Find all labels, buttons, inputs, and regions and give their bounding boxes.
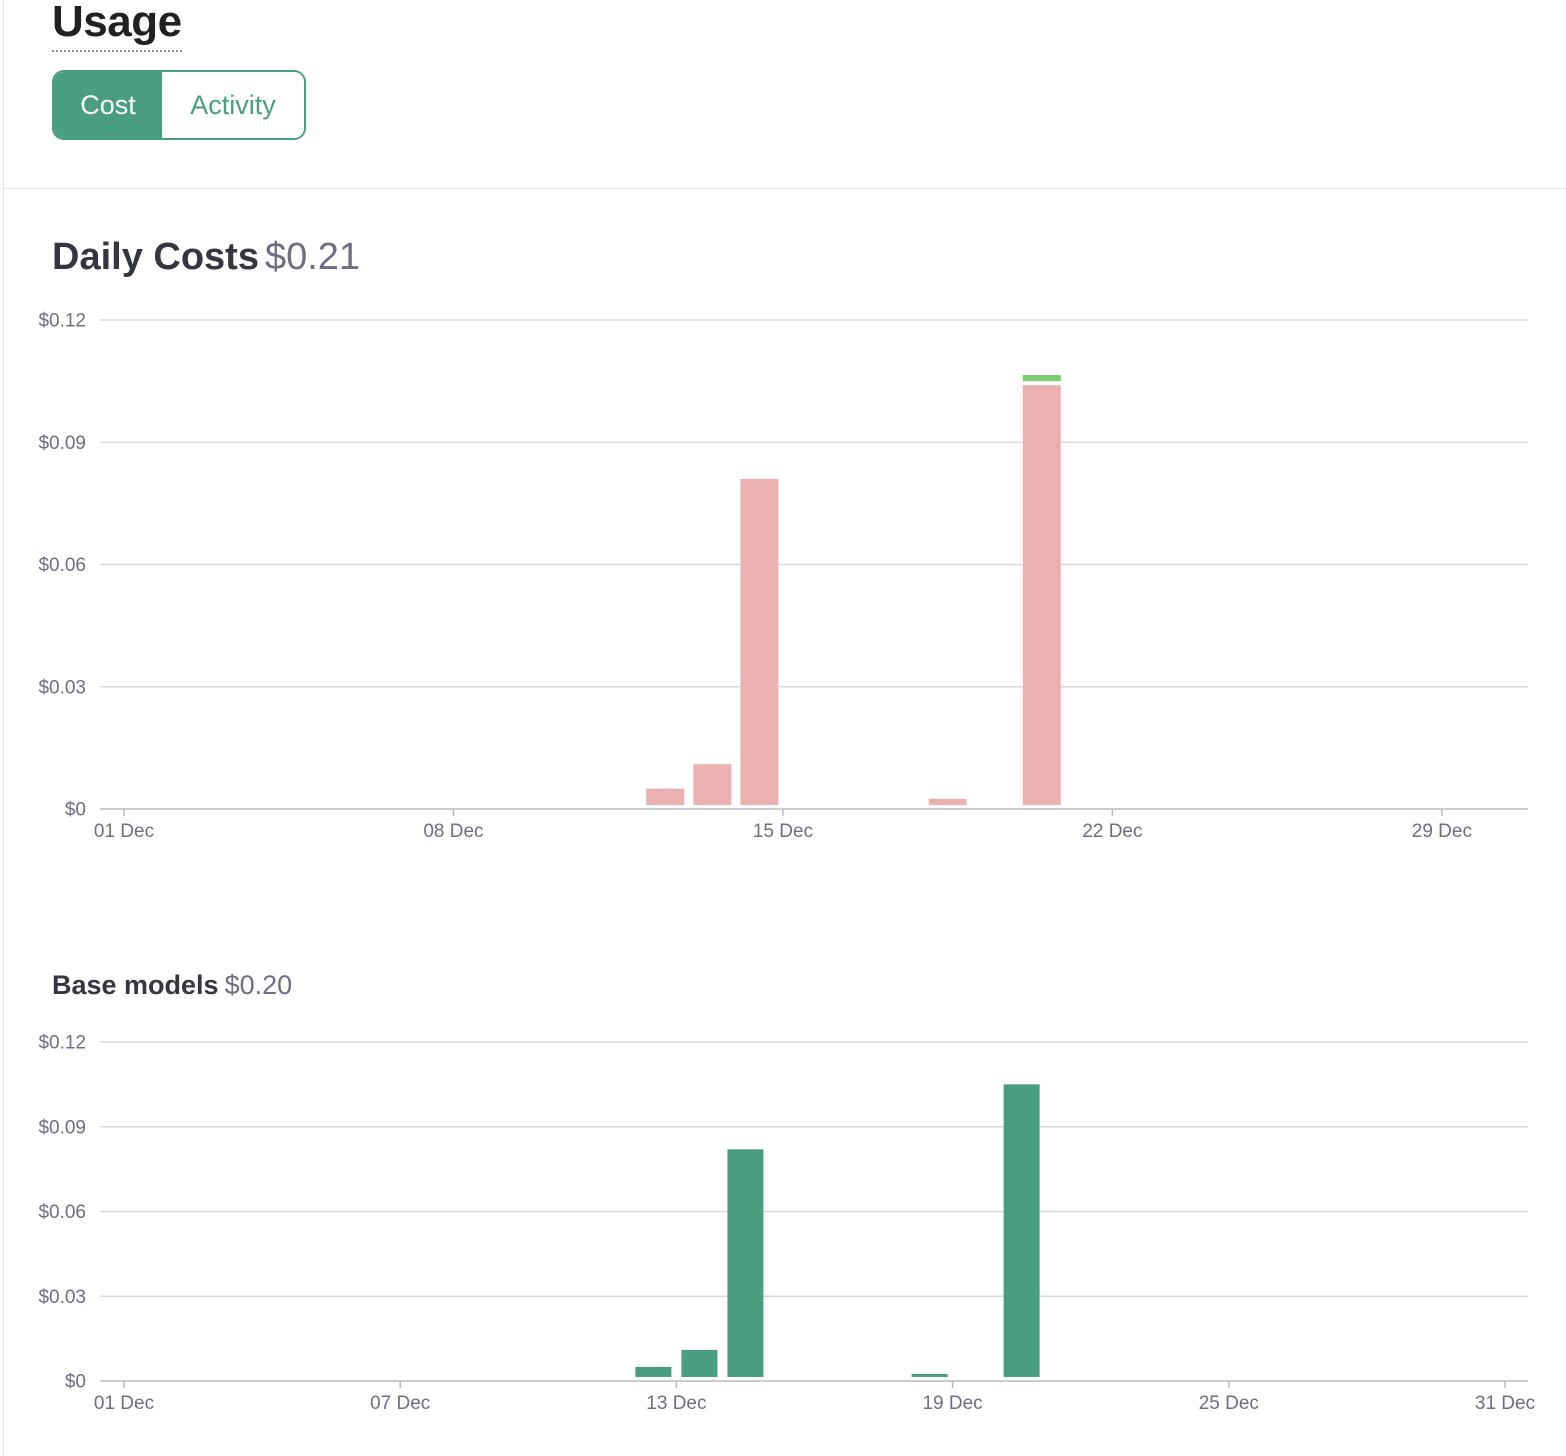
bar [693,764,732,805]
y-tick-label: $0.09 [38,1117,86,1138]
view-toggle: Cost Activity [52,70,306,140]
y-tick-label: $0.03 [38,677,86,698]
x-tick-label: 07 Dec [370,1393,430,1414]
bar [911,1373,948,1377]
daily-costs-chart: $0 $0.03 $0.06 $0.09 $0.12 01 Dec 08 Dec 15 Dec… [38,311,1528,842]
bar [740,478,779,805]
x-tick-label: 08 Dec [423,821,483,842]
bar [646,788,685,805]
x-tick-label: 19 Dec [922,1393,982,1414]
x-tick-label: 25 Dec [1199,1393,1259,1414]
base-models-total: $0.20 [224,970,293,1000]
x-tick-label: 22 Dec [1082,821,1142,842]
base-models-heading: Base models $0.20 [52,970,292,1001]
bar [1022,375,1061,382]
daily-costs-title: Daily Costs [52,236,259,278]
y-tick-label: $0 [65,800,86,821]
x-tick-label: 13 Dec [646,1393,706,1414]
y-tick-label: $0.12 [38,311,86,332]
left-border [3,0,4,1456]
activity-tab[interactable]: Activity [162,72,304,138]
daily-costs-total: $0.21 [264,236,361,278]
bar [635,1366,672,1377]
y-tick-label: $0.12 [38,1033,86,1054]
x-tick-label: 01 Dec [94,821,154,842]
y-tick-label: $0.06 [38,1202,86,1223]
y-tick-label: $0.06 [38,555,86,576]
y-tick-label: $0.09 [38,433,86,454]
x-tick-label: 29 Dec [1412,821,1472,842]
x-tick-label: 31 Dec [1475,1393,1535,1414]
bar [928,798,967,805]
y-tick-label: $0.03 [38,1287,86,1308]
bar [681,1349,718,1377]
header-divider [3,188,1566,189]
base-models-title: Base models [52,970,219,1000]
daily-costs-heading: Daily Costs $0.21 [52,236,360,279]
bar [727,1149,764,1377]
y-tick-label: $0 [65,1372,86,1393]
cost-tab[interactable]: Cost [54,72,162,138]
page-title: Usage [52,0,182,52]
base-models-chart: $0 $0.03 $0.06 $0.09 $0.12 01 Dec 07 Dec 13 Dec… [38,1033,1535,1414]
bar [1003,1084,1040,1377]
x-tick-label: 15 Dec [753,821,813,842]
x-tick-label: 01 Dec [94,1393,154,1414]
bar [1022,385,1061,805]
